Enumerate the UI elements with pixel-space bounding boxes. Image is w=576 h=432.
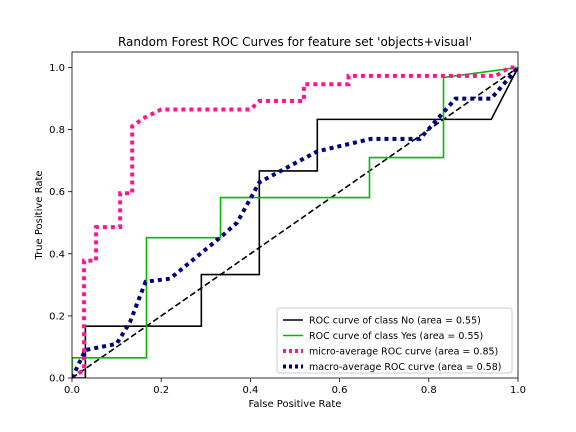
y-axis-label: True Positive Rate: [34, 170, 45, 260]
series-line-3: [72, 66, 518, 378]
legend-box: [276, 307, 513, 374]
x-tick-label: 0.4: [242, 385, 258, 396]
legend-label-2: micro-average ROC curve (area = 0.85): [309, 347, 498, 358]
y-tick-label: 0.4: [49, 249, 65, 260]
legend-label-3: macro-average ROC curve (area = 0.58): [309, 362, 501, 373]
x-tick-label: 0.0: [64, 385, 80, 396]
y-tick-label: 1.0: [49, 63, 65, 74]
chart-title: Random Forest ROC Curves for feature set…: [118, 35, 472, 49]
x-tick-label: 0.6: [332, 385, 348, 396]
plot-frame: [71, 51, 519, 379]
x-tick-label: 0.8: [421, 385, 437, 396]
y-axis-ticks: 0.0 0.2 0.4 0.6 0.8 1.0: [49, 63, 72, 385]
series-line-1: [72, 66, 518, 378]
series-layer: [72, 65, 518, 378]
legend-label-0: ROC curve of class No (area = 0.55): [309, 316, 481, 327]
y-tick-label: 0.0: [49, 374, 65, 385]
legend: ROC curve of class No (area = 0.55) ROC c…: [276, 307, 513, 374]
y-tick-label: 0.2: [49, 311, 65, 322]
x-tick-label: 0.2: [153, 385, 169, 396]
y-tick-label: 0.8: [49, 125, 65, 136]
x-tick-label: 1.0: [510, 385, 526, 396]
x-axis-label: False Positive Rate: [249, 399, 342, 410]
legend-label-1: ROC curve of class Yes (area = 0.55): [309, 331, 483, 342]
series-line-2: [72, 65, 518, 378]
y-tick-label: 0.6: [49, 187, 65, 198]
x-axis-ticks: 0.0 0.2 0.4 0.6 0.8 1.0: [64, 378, 526, 396]
